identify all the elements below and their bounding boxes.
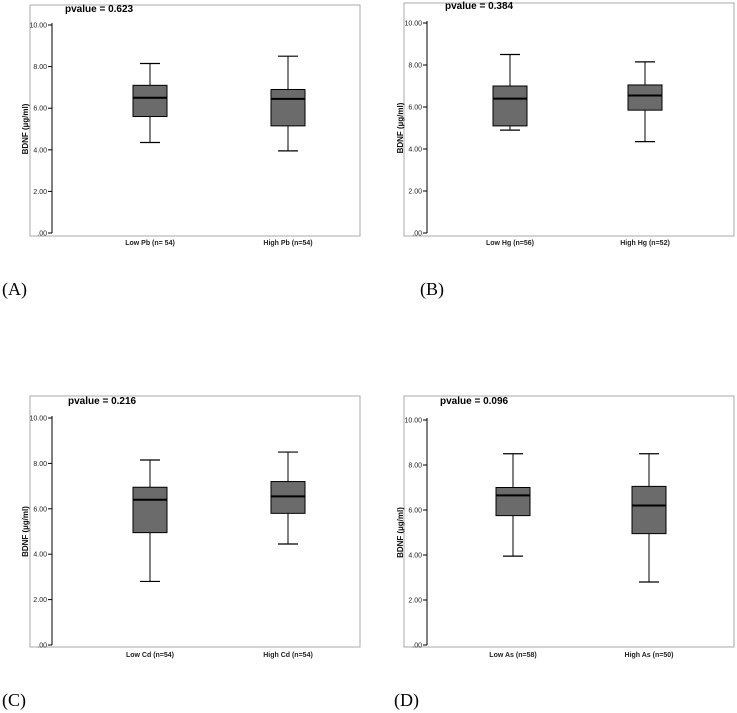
y-tick-label: 2.00 bbox=[408, 189, 422, 196]
y-axis-label: BDNF (µg/ml) bbox=[21, 506, 30, 557]
box-iqr bbox=[270, 88, 306, 127]
y-tick-label: 8.00 bbox=[408, 63, 422, 70]
y-tick-label: 10.00 bbox=[404, 418, 422, 425]
pvalue-label: pvalue = 0.623 bbox=[65, 4, 134, 15]
y-tick-label: 8.00 bbox=[33, 64, 47, 71]
x-category-label: High Hg (n=52) bbox=[620, 240, 670, 247]
panel-letter: (B) bbox=[420, 279, 444, 300]
y-tick-label: 6.00 bbox=[33, 506, 47, 513]
chart-panel-0: .00 2.00 4.00 6.00 8.00 10.00 BDNF (µg/ml) pval… bbox=[21, 4, 361, 247]
x-category-label: High Pb (n=54) bbox=[263, 240, 312, 247]
panel-letter: (C) bbox=[2, 690, 26, 711]
box-iqr bbox=[492, 85, 528, 127]
y-tick-label: 6.00 bbox=[408, 105, 422, 112]
y-tick-label: 8.00 bbox=[33, 461, 47, 468]
y-tick-label: 2.00 bbox=[33, 597, 47, 604]
y-axis-label: BDNF (µg/ml) bbox=[21, 103, 30, 154]
chart-frame bbox=[29, 395, 361, 648]
box-iqr bbox=[132, 486, 168, 534]
box-0 bbox=[132, 62, 168, 144]
box-0 bbox=[495, 453, 531, 557]
chart-frame bbox=[29, 4, 361, 237]
y-tick-label: .00 bbox=[37, 231, 47, 238]
x-category-label: High As (n=50) bbox=[625, 652, 674, 659]
x-category-label: Low Hg (n=56) bbox=[486, 240, 534, 247]
chart-frame bbox=[403, 395, 735, 648]
y-tick-label: 2.00 bbox=[33, 189, 47, 196]
box-1 bbox=[627, 61, 663, 143]
x-category-label: Low Pb (n= 54) bbox=[125, 240, 175, 247]
box-iqr bbox=[132, 84, 168, 118]
y-tick-label: 10.00 bbox=[29, 23, 47, 30]
box-iqr bbox=[631, 485, 667, 535]
box-0 bbox=[492, 53, 528, 131]
y-axis-label: BDNF (µg/ml) bbox=[396, 102, 405, 153]
panel-letter: (A) bbox=[2, 279, 27, 300]
x-category-label: High Cd (n=54) bbox=[263, 652, 313, 659]
pvalue-label: pvalue = 0.096 bbox=[440, 396, 509, 407]
y-tick-label: .00 bbox=[412, 643, 422, 650]
chart-panel-2: .00 2.00 4.00 6.00 8.00 10.00 BDNF (µg/ml) pval… bbox=[21, 395, 361, 659]
box-iqr bbox=[627, 84, 663, 111]
box-iqr bbox=[495, 487, 531, 517]
y-axis-label: BDNF (µg/ml) bbox=[396, 507, 405, 558]
y-tick-label: 10.00 bbox=[404, 21, 422, 28]
x-category-label: Low Cd (n=54) bbox=[126, 652, 174, 659]
chart-frame bbox=[403, 2, 735, 237]
y-tick-label: 4.00 bbox=[408, 147, 422, 154]
pvalue-label: pvalue = 0.216 bbox=[68, 396, 137, 407]
chart-panel-1: .00 2.00 4.00 6.00 8.00 10.00 BDNF (µg/ml) pval… bbox=[396, 1, 735, 247]
y-tick-label: 4.00 bbox=[408, 553, 422, 560]
chart-panel-3: .00 2.00 4.00 6.00 8.00 10.00 BDNF (µg/ml) pval… bbox=[396, 395, 735, 659]
x-category-label: Low As (n=58) bbox=[489, 652, 536, 659]
box-0 bbox=[132, 459, 168, 583]
box-1 bbox=[270, 451, 306, 545]
y-tick-label: 4.00 bbox=[33, 552, 47, 559]
box-1 bbox=[631, 453, 667, 583]
y-tick-label: 2.00 bbox=[408, 598, 422, 605]
y-tick-label: .00 bbox=[412, 231, 422, 238]
y-tick-label: 6.00 bbox=[408, 508, 422, 515]
box-iqr bbox=[270, 481, 306, 514]
y-tick-label: 4.00 bbox=[33, 147, 47, 154]
y-tick-label: 8.00 bbox=[408, 463, 422, 470]
y-tick-label: .00 bbox=[37, 643, 47, 650]
pvalue-label: pvalue = 0.384 bbox=[445, 1, 514, 12]
y-tick-label: 10.00 bbox=[29, 416, 47, 423]
y-tick-label: 6.00 bbox=[33, 106, 47, 113]
box-1 bbox=[270, 55, 306, 152]
panel-letter: (D) bbox=[394, 690, 419, 711]
